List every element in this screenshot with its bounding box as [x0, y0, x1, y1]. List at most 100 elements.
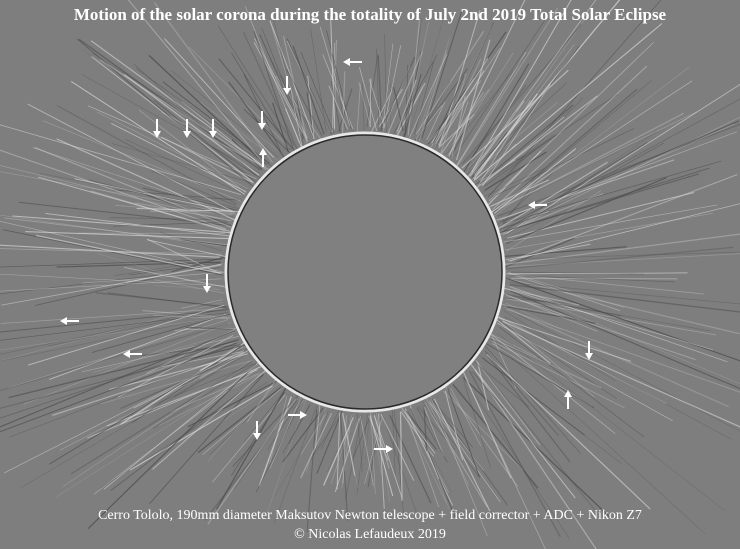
corona-streak	[120, 352, 247, 410]
corona-streak	[146, 194, 232, 227]
corona-streak	[486, 150, 542, 207]
corona-streak	[491, 111, 698, 212]
corona-streak	[486, 353, 651, 510]
corona-streak	[330, 410, 356, 484]
corona-streak	[159, 231, 223, 251]
corona-streak	[97, 111, 248, 189]
arrow-head	[386, 445, 393, 453]
arrow	[258, 111, 266, 130]
corona-streak	[341, 415, 352, 488]
corona-streak	[273, 405, 318, 524]
corona-streak	[422, 401, 480, 477]
corona-streak	[243, 109, 291, 154]
corona-streak	[471, 0, 572, 173]
corona-streak	[455, 52, 527, 168]
corona-streak	[207, 381, 279, 462]
corona-streak	[32, 147, 237, 215]
arrow-head	[585, 353, 593, 360]
corona-streak	[365, 414, 370, 460]
corona-streak	[356, 83, 361, 134]
corona-streak	[0, 278, 222, 292]
arrow	[60, 317, 79, 325]
corona-streak	[484, 151, 547, 191]
corona-streak	[429, 402, 501, 503]
corona-streak	[90, 190, 226, 232]
corona-streak	[496, 159, 675, 221]
corona-streak	[0, 258, 222, 268]
corona-streak	[404, 21, 430, 133]
corona-streak	[472, 371, 504, 409]
corona-streak	[331, 53, 346, 131]
corona-streak	[216, 384, 279, 426]
corona-streak	[130, 340, 238, 381]
corona-streak	[499, 211, 552, 230]
corona-streak	[419, 50, 447, 141]
corona-streak	[498, 316, 595, 398]
corona-streak	[133, 63, 257, 177]
corona-streak	[504, 246, 627, 257]
corona-streak	[0, 330, 236, 428]
corona-streak	[0, 214, 221, 247]
caption: Cerro Tololo, 190mm diameter Maksutov Ne…	[98, 508, 642, 523]
corona-streak	[360, 416, 374, 486]
corona-streak	[202, 388, 282, 455]
corona-streak	[497, 123, 740, 217]
corona-streak	[505, 277, 740, 335]
corona-streak	[451, 95, 466, 158]
corona-streak	[426, 398, 470, 486]
corona-streak	[373, 415, 390, 469]
corona-streak	[503, 237, 575, 269]
corona-streak	[396, 79, 417, 133]
corona-streak	[20, 352, 251, 489]
corona-streak	[267, 398, 307, 513]
corona-streak	[326, 30, 352, 130]
copyright: © Nicolas Lefaudeux 2019	[294, 527, 446, 542]
corona-streak	[461, 69, 569, 169]
corona-streak	[447, 52, 514, 156]
corona-streak	[426, 101, 446, 141]
corona-streak	[485, 353, 571, 463]
corona-streak	[404, 408, 454, 506]
corona-streak	[246, 379, 277, 423]
corona-streak	[0, 344, 241, 409]
corona-streak	[505, 302, 562, 330]
corona-streak	[506, 84, 740, 234]
corona-streak	[408, 19, 444, 135]
corona-streak	[217, 25, 295, 146]
title: Motion of the solar corona during the to…	[74, 5, 667, 24]
corona-streak	[370, 91, 392, 133]
corona-streak	[414, 61, 435, 135]
corona-streak	[48, 307, 229, 347]
corona-streak	[435, 22, 495, 149]
corona-streak	[0, 171, 233, 215]
arrow-head	[203, 286, 211, 293]
corona-streak	[505, 298, 717, 336]
corona-streak	[328, 85, 349, 130]
corona-streak	[506, 190, 602, 252]
corona-streak	[484, 350, 559, 436]
corona-streak	[161, 136, 255, 184]
corona-streak	[170, 372, 260, 413]
corona-streak	[49, 313, 227, 380]
corona-streak	[215, 386, 288, 510]
arrow-head	[258, 123, 266, 130]
arrow	[209, 119, 217, 138]
corona-streak	[158, 371, 266, 426]
corona-streak	[161, 111, 271, 171]
corona-streak	[0, 315, 233, 351]
corona-streak	[336, 412, 341, 490]
corona-streak	[152, 370, 266, 470]
corona-streak	[0, 308, 231, 333]
corona-streak	[142, 309, 232, 319]
corona-streak	[244, 392, 284, 442]
corona-streak	[153, 99, 256, 183]
corona-streak	[316, 410, 343, 474]
arrow	[528, 201, 547, 209]
corona-streak	[503, 233, 740, 266]
corona-streak	[370, 411, 376, 494]
corona-streak	[511, 273, 563, 275]
corona-streak	[448, 0, 526, 156]
corona-streak	[487, 0, 662, 198]
corona-streak	[481, 134, 555, 194]
limb	[224, 131, 506, 413]
